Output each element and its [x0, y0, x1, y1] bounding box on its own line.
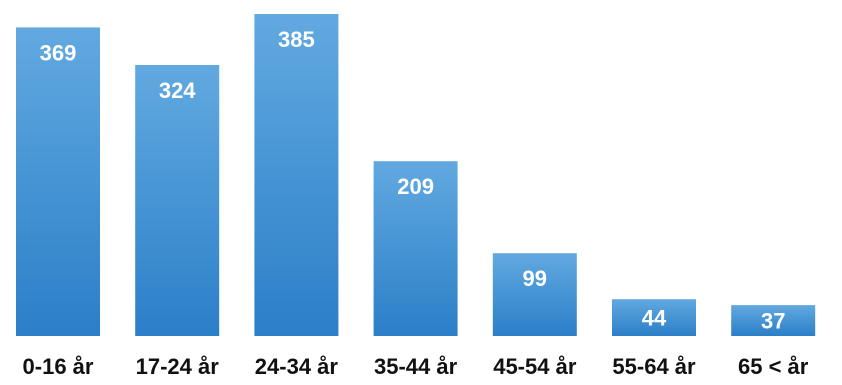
x-tick-label-2: 24-34 år	[255, 354, 339, 379]
tick-labels-layer: 0-16 år 17-24 år 24-34 år 35-44 år 45-54 år 5…	[23, 354, 809, 379]
bars-layer: 369 324 385 209 99 44 37	[16, 14, 816, 337]
x-tick-label-0: 0-16 år	[23, 354, 94, 379]
x-tick-label-5: 55-64 år	[612, 354, 696, 379]
bar-2	[254, 14, 339, 336]
bar-6	[731, 305, 816, 336]
bar-value-label-0: 369	[40, 40, 77, 65]
bar-value-label-3: 209	[397, 174, 434, 199]
x-tick-label-4: 45-54 år	[493, 354, 577, 379]
bar-4	[492, 253, 577, 336]
bar-value-label-6: 37	[761, 309, 785, 334]
bar-5	[612, 299, 696, 336]
bar-value-label-5: 44	[642, 306, 667, 331]
bar-value-label-2: 385	[278, 27, 315, 52]
bar-1	[135, 65, 220, 336]
x-tick-label-3: 35-44 år	[374, 354, 458, 379]
x-tick-label-6: 65 < år	[738, 354, 809, 379]
bar-3	[373, 161, 458, 336]
x-tick-label-1: 17-24 år	[136, 354, 220, 379]
bar-value-label-1: 324	[159, 78, 196, 103]
bar-0	[16, 27, 100, 337]
bar-value-label-4: 99	[523, 266, 547, 291]
